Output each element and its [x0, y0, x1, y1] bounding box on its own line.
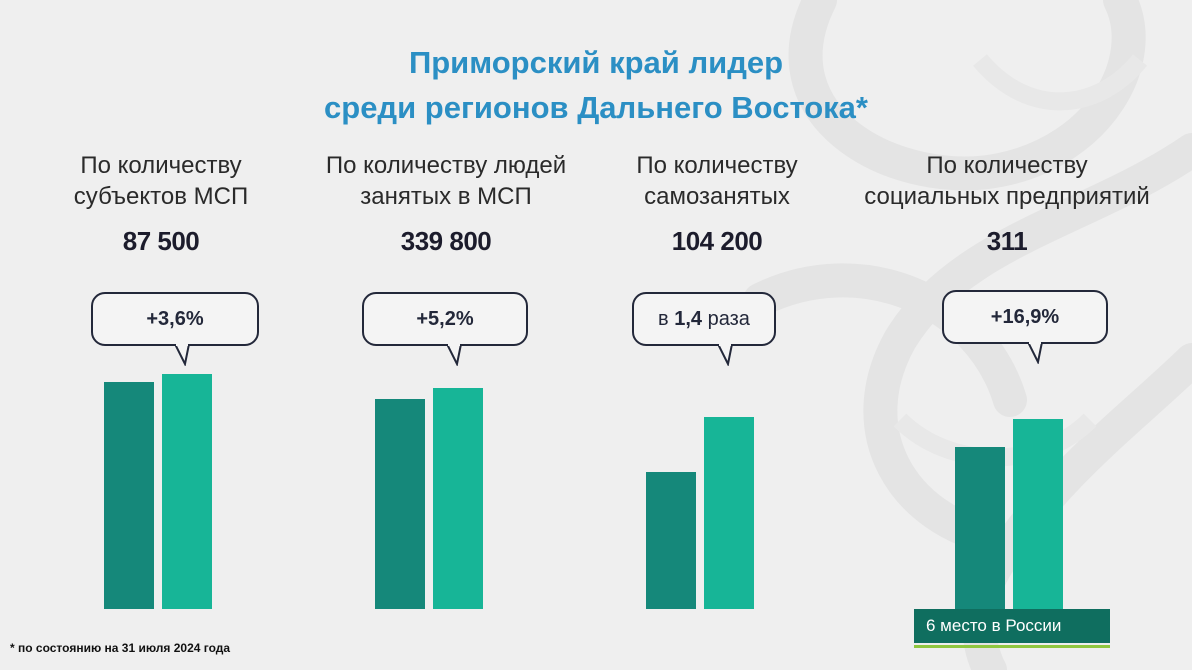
bar-current [1013, 419, 1063, 609]
bar-previous [375, 399, 425, 609]
bar-current [162, 374, 212, 609]
panel-heading-line-1: По количеству [636, 152, 798, 179]
change-number: 1,4 [674, 308, 703, 330]
panel-heading: По количеству людей занятых в МСП [300, 150, 592, 212]
panel-smp-subjects: По количеству субъектов МСП 87 500 [48, 150, 274, 257]
callout-tail [1028, 342, 1043, 364]
page-title: Приморский край лидер среди регионов Дал… [0, 40, 1192, 130]
panel-heading: По количеству самозанятых [614, 150, 820, 212]
panel-value: 104 200 [671, 226, 763, 256]
panel-heading: По количеству субъектов МСП [48, 150, 274, 212]
panel-heading-line-2: социальных предприятий [864, 183, 1150, 210]
panel-heading-line-1: По количеству [926, 152, 1088, 179]
change-callout: +3,6% [91, 292, 259, 346]
panel-social-enterprises: По количеству социальных предприятий 311 [832, 150, 1182, 257]
panel-heading-line-1: По количеству людей [325, 152, 567, 179]
panel-heading-line-1: По количеству [80, 152, 242, 179]
ranking-badge: 6 место в России [914, 609, 1110, 643]
callout-tail [447, 344, 462, 366]
title-line-1: Приморский край лидер [408, 45, 784, 80]
callout-tail [718, 344, 733, 366]
bar-previous [646, 472, 696, 609]
change-callout: в 1,4 раза [632, 292, 776, 346]
panel-smp-employees: По количеству людей занятых в МСП 339 80… [300, 150, 592, 257]
change-callout: +16,9% [942, 290, 1108, 344]
bar-current [433, 388, 483, 609]
panel-value: 87 500 [122, 226, 200, 256]
bar-previous [955, 446, 1005, 609]
panel-heading-line-2: субъектов МСП [73, 183, 249, 210]
bar-current [704, 417, 754, 609]
change-label: +5,2% [416, 308, 474, 330]
panel-heading-line-2: самозанятых [644, 183, 790, 210]
callout-tail [175, 344, 190, 366]
panel-value: 311 [986, 226, 1028, 256]
bar-previous [104, 382, 154, 609]
change-prefix: в [658, 308, 669, 330]
panel-heading-line-2: занятых в МСП [360, 183, 532, 210]
change-label: +3,6% [146, 308, 204, 330]
panel-heading: По количеству социальных предприятий [832, 150, 1182, 212]
badge-accent-line [914, 645, 1110, 648]
change-label: +16,9% [990, 306, 1060, 328]
title-line-2: среди регионов Дальнего Востока* [324, 90, 868, 125]
panel-value: 339 800 [400, 226, 492, 256]
panel-self-employed: По количеству самозанятых 104 200 [614, 150, 820, 257]
change-suffix: раза [707, 308, 750, 330]
footnote: * по состоянию на 31 июля 2024 года [10, 641, 231, 655]
change-callout: +5,2% [362, 292, 528, 346]
